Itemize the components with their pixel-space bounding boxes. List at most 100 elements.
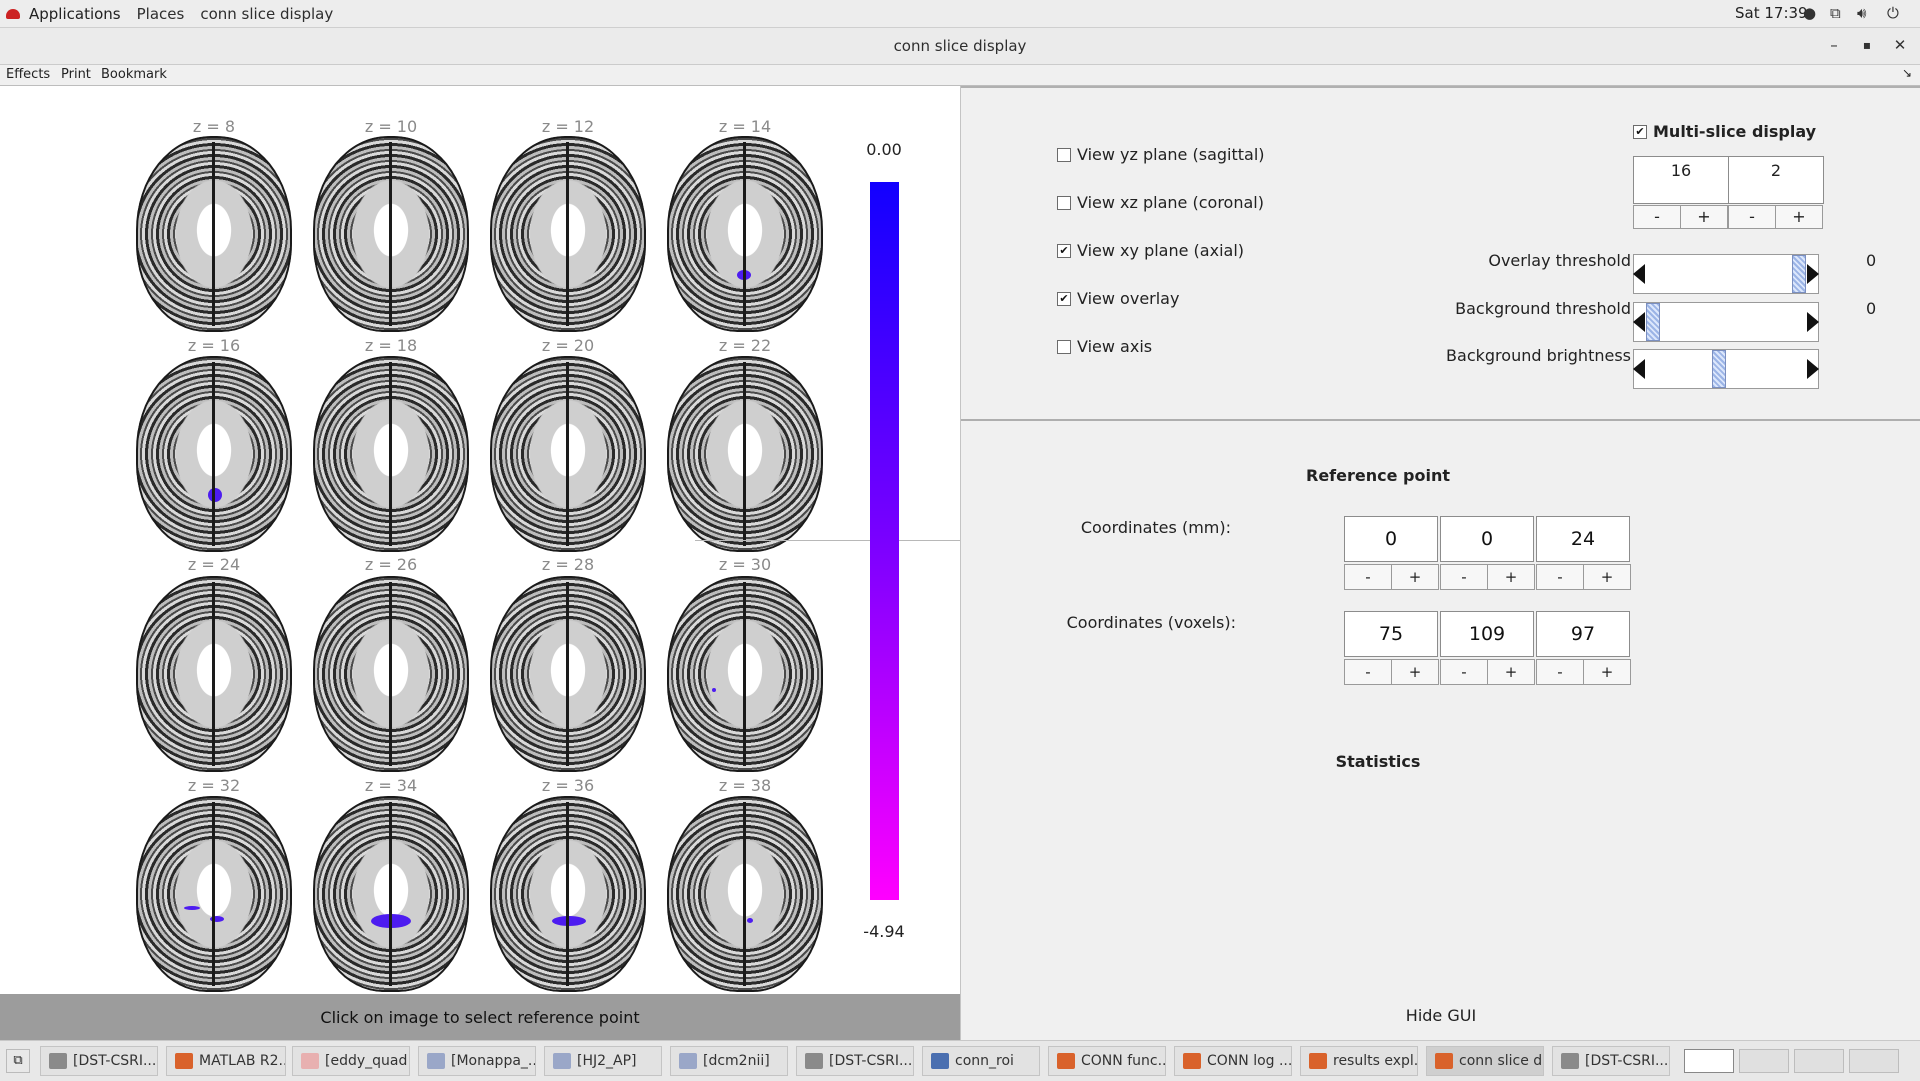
slider-right-arrow-icon[interactable] <box>1807 264 1819 284</box>
coord-vox-x-plus-button[interactable]: + <box>1391 659 1439 685</box>
checkbox-box[interactable] <box>1057 147 1071 162</box>
slider-left-arrow-icon[interactable] <box>1633 264 1645 284</box>
minimize-icon[interactable]: – <box>1830 36 1838 54</box>
workspace-2[interactable] <box>1739 1049 1789 1073</box>
multislice-count-plus-button[interactable]: + <box>1680 205 1728 229</box>
brain-slice-image[interactable] <box>490 796 646 992</box>
slider-right-arrow-icon[interactable] <box>1807 359 1819 379</box>
coord-mm-y-plus-button[interactable]: + <box>1487 564 1535 590</box>
taskbar-item[interactable]: [Monappa_... <box>418 1046 536 1076</box>
multislice-step-plus-button[interactable]: + <box>1775 205 1823 229</box>
multislice-checkbox[interactable]: ✔ Multi-slice display <box>1633 122 1816 141</box>
coord-vox-z-plus-button[interactable]: + <box>1583 659 1631 685</box>
view-overlay-checkbox[interactable]: ✔ View overlay <box>1057 289 1179 308</box>
hide-gui-button[interactable]: Hide GUI <box>1405 1006 1477 1025</box>
brain-slice-image[interactable] <box>667 796 823 992</box>
brain-slice-image[interactable] <box>136 356 292 552</box>
coord-vox-y-minus-button[interactable]: - <box>1440 659 1488 685</box>
places-menu[interactable]: Places <box>136 4 185 23</box>
applications-menu[interactable]: Applications <box>6 5 121 23</box>
taskbar-item[interactable]: [DST-CSRI... <box>40 1046 158 1076</box>
brain-slice-image[interactable] <box>313 356 469 552</box>
power-icon[interactable]: ⏻ <box>1887 4 1899 22</box>
coord-mm-x-field[interactable]: 0 <box>1344 516 1438 562</box>
taskbar-item[interactable]: results expl... <box>1300 1046 1418 1076</box>
taskbar-item[interactable]: [HJ2_AP] <box>544 1046 662 1076</box>
taskbar-item[interactable]: CONN log ... <box>1174 1046 1292 1076</box>
checkbox-box[interactable]: ✔ <box>1057 291 1071 306</box>
brain-slice-image[interactable] <box>136 796 292 992</box>
brain-slice-image[interactable] <box>490 356 646 552</box>
brain-slice-image[interactable] <box>313 136 469 332</box>
coord-mm-z-plus-button[interactable]: + <box>1583 564 1631 590</box>
checkbox-box[interactable]: ✔ <box>1057 243 1071 258</box>
coord-vox-x-field[interactable]: 75 <box>1344 611 1438 657</box>
workspace-1[interactable] <box>1684 1049 1734 1073</box>
slider-left-arrow-icon[interactable] <box>1633 312 1645 332</box>
background-brightness-slider[interactable] <box>1633 349 1819 389</box>
brain-slice-image[interactable] <box>490 136 646 332</box>
workspace-4[interactable] <box>1849 1049 1899 1073</box>
menu-bookmark[interactable]: Bookmark <box>101 67 167 82</box>
checkbox-box[interactable]: ✔ <box>1633 124 1647 139</box>
clock[interactable]: Sat 17:39 <box>1735 4 1808 22</box>
slider-left-arrow-icon[interactable] <box>1633 359 1645 379</box>
toolbar-arrow-icon[interactable]: ↘ <box>1901 66 1912 80</box>
multislice-count-minus-button[interactable]: - <box>1633 205 1681 229</box>
view-yz-checkbox[interactable]: View yz plane (sagittal) <box>1057 145 1265 164</box>
brain-slice-image[interactable] <box>313 576 469 772</box>
view-xz-checkbox[interactable]: View xz plane (coronal) <box>1057 193 1264 212</box>
checkbox-box[interactable] <box>1057 339 1071 354</box>
workspace-3[interactable] <box>1794 1049 1844 1073</box>
taskbar-item[interactable]: [dcm2nii] <box>670 1046 788 1076</box>
coord-mm-x-plus-button[interactable]: + <box>1391 564 1439 590</box>
taskbar-item[interactable]: CONN func... <box>1048 1046 1166 1076</box>
coord-mm-y-minus-button[interactable]: - <box>1440 564 1488 590</box>
brain-slice-image[interactable] <box>313 796 469 992</box>
slider-thumb[interactable] <box>1792 255 1806 293</box>
taskbar-item[interactable]: [DST-CSRI... <box>1552 1046 1670 1076</box>
coord-vox-z-minus-button[interactable]: - <box>1536 659 1584 685</box>
maximize-icon[interactable]: ▪ <box>1862 38 1872 52</box>
checkbox-box[interactable] <box>1057 195 1071 210</box>
taskbar-item[interactable]: conn_roi <box>922 1046 1040 1076</box>
taskbar-item[interactable]: MATLAB R2... <box>166 1046 286 1076</box>
slider-right-arrow-icon[interactable] <box>1807 312 1819 332</box>
volume-icon[interactable]: 🔊︎ <box>1857 4 1867 22</box>
overlay-threshold-slider[interactable] <box>1633 254 1819 294</box>
coord-vox-y-field[interactable]: 109 <box>1440 611 1534 657</box>
view-xy-checkbox[interactable]: ✔ View xy plane (axial) <box>1057 241 1244 260</box>
network-icon[interactable]: ⧉ <box>1830 4 1841 22</box>
coord-vox-z-field[interactable]: 97 <box>1536 611 1630 657</box>
taskbar-item-active[interactable]: conn slice d... <box>1426 1046 1544 1076</box>
brain-slice-image[interactable] <box>136 136 292 332</box>
slider-thumb[interactable] <box>1711 350 1726 388</box>
brain-slice-image[interactable] <box>667 136 823 332</box>
multislice-step-field[interactable]: 2 <box>1728 156 1824 204</box>
show-desktop-icon[interactable]: ⧉ <box>6 1049 30 1073</box>
brain-slice-image[interactable] <box>490 576 646 772</box>
brain-slice-image[interactable] <box>136 576 292 772</box>
taskbar-item[interactable]: [eddy_quad ... <box>292 1046 410 1076</box>
coord-mm-x-minus-button[interactable]: - <box>1344 564 1392 590</box>
brain-slice-image[interactable] <box>667 356 823 552</box>
coord-vox-x-minus-button[interactable]: - <box>1344 659 1392 685</box>
slider-trough[interactable] <box>1633 349 1819 389</box>
multislice-count-field[interactable]: 16 <box>1633 156 1729 204</box>
coord-mm-z-minus-button[interactable]: - <box>1536 564 1584 590</box>
window-titlebar[interactable]: conn slice display – ▪ ✕ <box>0 28 1920 65</box>
background-threshold-slider[interactable] <box>1633 302 1819 342</box>
active-app-menu[interactable]: conn slice display <box>200 4 334 23</box>
multislice-step-minus-button[interactable]: - <box>1728 205 1776 229</box>
slice-image-panel[interactable]: z = 8 z = 10 z = 12 z = 14 z = 16 z = 18… <box>0 86 960 992</box>
coord-mm-y-field[interactable]: 0 <box>1440 516 1534 562</box>
close-icon[interactable]: ✕ <box>1893 36 1907 54</box>
coord-vox-y-plus-button[interactable]: + <box>1487 659 1535 685</box>
slider-trough[interactable] <box>1633 302 1819 342</box>
view-axis-checkbox[interactable]: View axis <box>1057 337 1152 356</box>
slider-trough[interactable] <box>1633 254 1819 294</box>
taskbar-item[interactable]: [DST-CSRI... <box>796 1046 914 1076</box>
slider-thumb[interactable] <box>1646 303 1660 341</box>
coord-mm-z-field[interactable]: 24 <box>1536 516 1630 562</box>
brain-slice-image[interactable] <box>667 576 823 772</box>
